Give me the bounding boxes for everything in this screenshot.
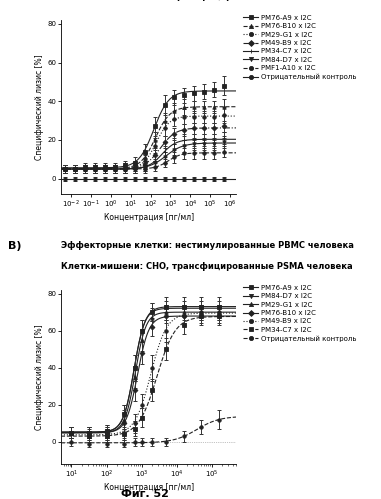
X-axis label: Концентрация [пг/мл]: Концентрация [пг/мл] [104, 483, 194, 492]
Text: Клетки-мишени: CHO, трансфицированные PSMA макака: Клетки-мишени: CHO, трансфицированные PS… [61, 0, 342, 1]
Text: Клетки-мишени: CHO, трансфицированные PSMA человека: Клетки-мишени: CHO, трансфицированные PS… [61, 262, 352, 271]
Legend: PM76-A9 x I2C, PM76-B10 x I2C, PM29-G1 x I2C, PM49-B9 x I2C, PM34-C7 x I2C, PM84: PM76-A9 x I2C, PM76-B10 x I2C, PM29-G1 x… [243, 15, 357, 80]
Text: B): B) [8, 241, 22, 251]
Legend: PM76-A9 x I2C, PM84-D7 x I2C, PM29-G1 x I2C, PM76-B10 x I2C, PM49-B9 x I2C, PM34: PM76-A9 x I2C, PM84-D7 x I2C, PM29-G1 x … [243, 284, 357, 342]
Y-axis label: Специфический лизис [%]: Специфический лизис [%] [35, 324, 44, 430]
X-axis label: Концентрация [пг/мл]: Концентрация [пг/мл] [104, 213, 194, 222]
Y-axis label: Специфический лизис [%]: Специфический лизис [%] [35, 54, 44, 160]
Text: Эффекторные клетки: нестимулированные PBMC человека: Эффекторные клетки: нестимулированные PB… [61, 241, 354, 250]
Text: Фиг. 52: Фиг. 52 [121, 489, 169, 499]
